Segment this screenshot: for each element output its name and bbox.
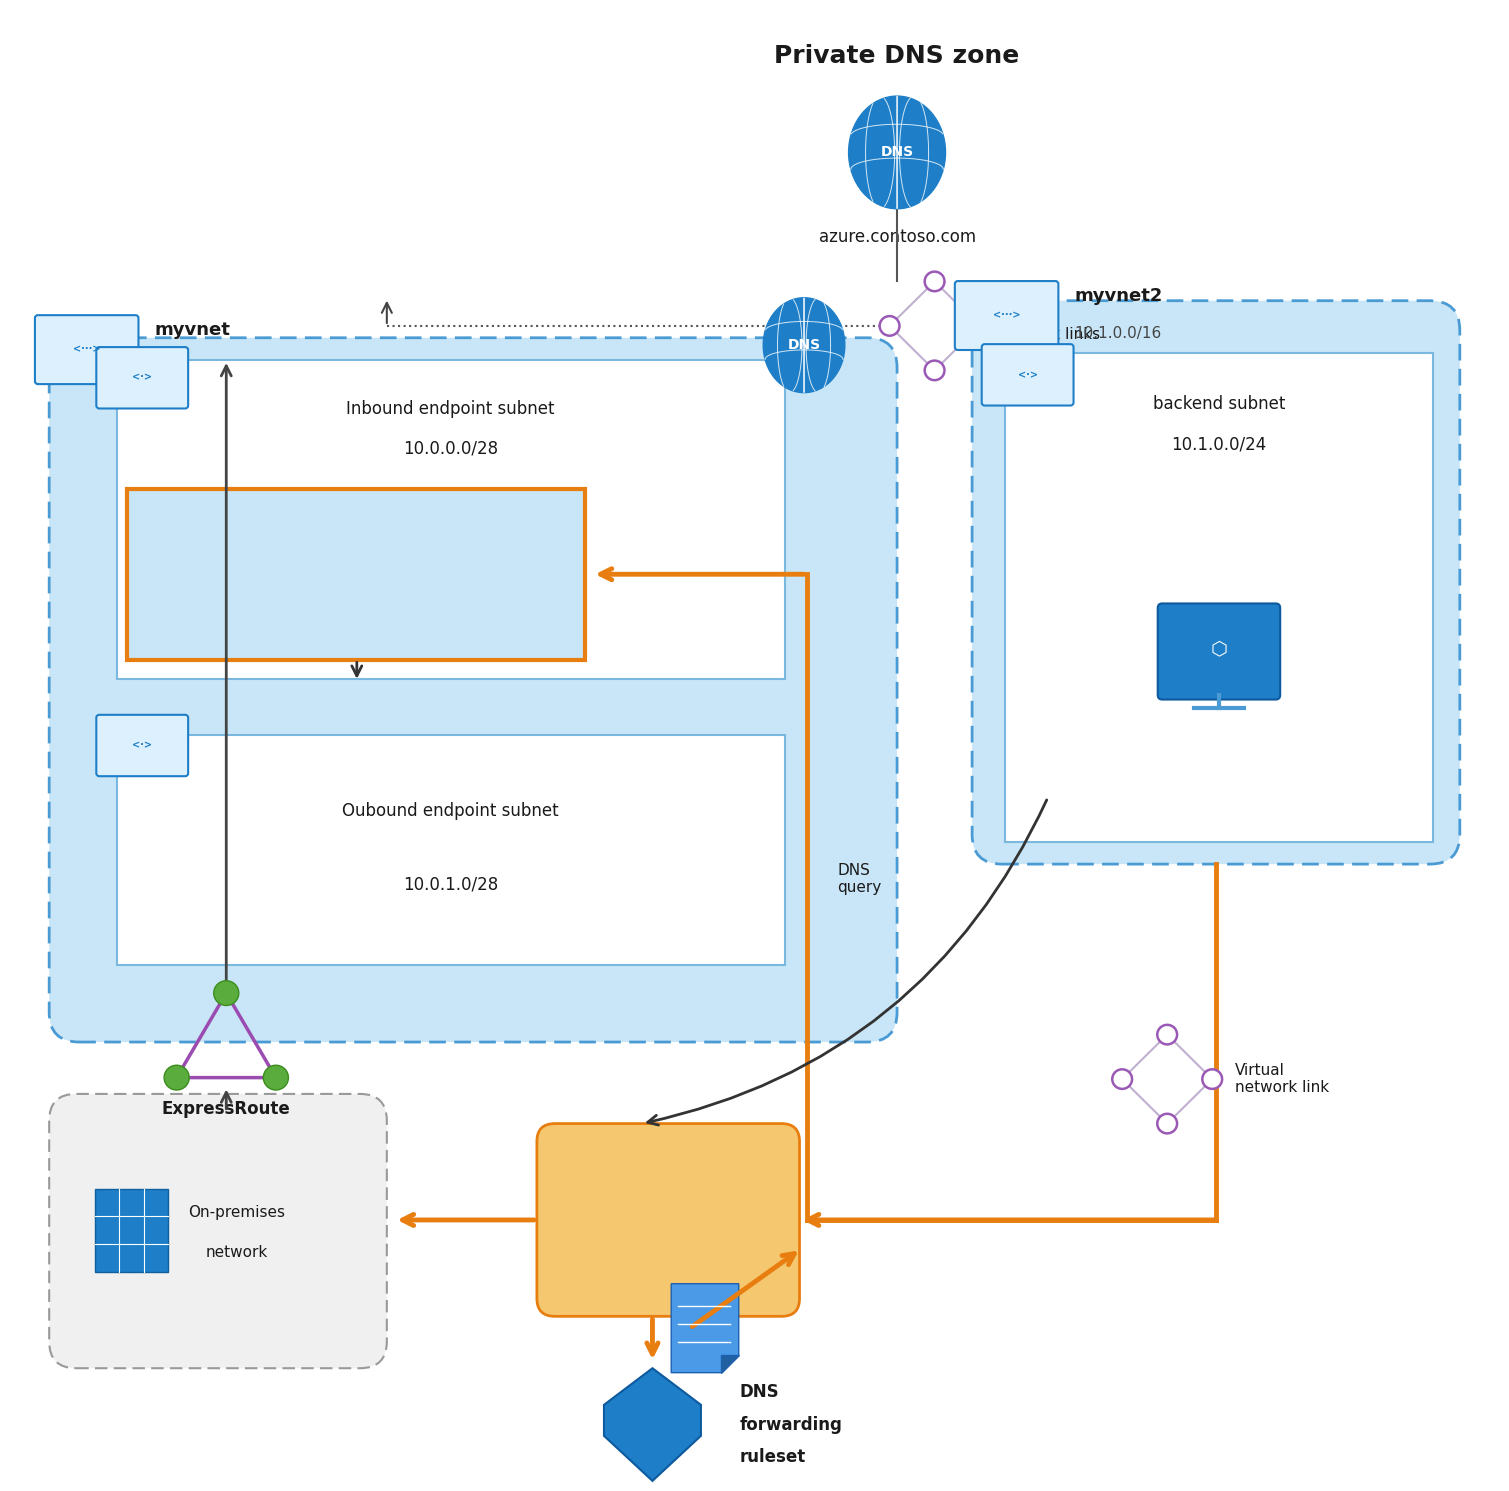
FancyBboxPatch shape (50, 338, 896, 1042)
Text: backend subnet: backend subnet (1153, 395, 1286, 413)
Circle shape (164, 1065, 189, 1090)
Text: Private DNS zone: Private DNS zone (774, 45, 1020, 69)
Text: <···>: <···> (72, 344, 101, 355)
Text: DNS
query: DNS query (837, 863, 881, 895)
Circle shape (1203, 1069, 1222, 1088)
Circle shape (1157, 1024, 1177, 1044)
Circle shape (880, 316, 899, 335)
Text: 10.1.0.0/24: 10.1.0.0/24 (1171, 435, 1266, 453)
Text: 10.0.1.0/28: 10.0.1.0/28 (403, 875, 498, 893)
FancyBboxPatch shape (97, 347, 189, 409)
Circle shape (925, 361, 945, 380)
Circle shape (925, 271, 945, 291)
Text: ruleset: ruleset (739, 1448, 806, 1466)
Text: ruleset: ruleset (641, 1242, 694, 1257)
Polygon shape (604, 1369, 700, 1481)
FancyBboxPatch shape (972, 301, 1459, 865)
Text: Inbound endpoint subnet: Inbound endpoint subnet (347, 400, 555, 417)
Text: 10.0.0.0/28: 10.0.0.0/28 (403, 440, 498, 458)
Circle shape (1112, 1069, 1132, 1088)
Text: ⬡: ⬡ (1210, 638, 1227, 658)
Bar (1005, 352, 1434, 842)
FancyBboxPatch shape (982, 344, 1073, 406)
Text: myvnet: myvnet (154, 322, 229, 340)
Circle shape (970, 316, 990, 335)
FancyBboxPatch shape (1157, 604, 1280, 699)
Text: DNS: DNS (788, 338, 821, 352)
Text: Virtual
network links: Virtual network links (997, 310, 1100, 341)
Circle shape (264, 1065, 288, 1090)
Bar (95, 1188, 169, 1272)
Ellipse shape (848, 95, 946, 209)
FancyBboxPatch shape (537, 1124, 800, 1317)
Text: forwarding: forwarding (739, 1415, 842, 1433)
Polygon shape (721, 1355, 739, 1373)
Text: Inbound endpoint VIP: Inbound endpoint VIP (255, 544, 457, 562)
Text: Resolve using: Resolve using (616, 1184, 721, 1199)
Text: On-premises: On-premises (189, 1205, 285, 1220)
Bar (127, 489, 585, 659)
Text: 10.1.0.0/16: 10.1.0.0/16 (1074, 327, 1162, 341)
Text: 10.0.0.0/16: 10.0.0.0/16 (154, 359, 241, 374)
Bar (116, 735, 785, 965)
FancyBboxPatch shape (50, 1094, 386, 1369)
Text: ExpressRoute: ExpressRoute (161, 1100, 291, 1118)
Text: Oubound endpoint subnet: Oubound endpoint subnet (343, 802, 558, 820)
Text: Virtual
network link: Virtual network link (1234, 1063, 1329, 1096)
Text: <·>: <·> (133, 741, 152, 750)
Circle shape (214, 981, 238, 1005)
Text: <···>: <···> (993, 310, 1020, 321)
FancyBboxPatch shape (97, 714, 189, 777)
Ellipse shape (764, 298, 845, 392)
Text: 10.0.0.4: 10.0.0.4 (321, 602, 391, 620)
Circle shape (1157, 1114, 1177, 1133)
FancyBboxPatch shape (955, 282, 1058, 350)
Text: DNS: DNS (739, 1384, 779, 1402)
Text: network: network (205, 1245, 269, 1260)
Text: <·>: <·> (1017, 370, 1038, 380)
Text: myvnet2: myvnet2 (1074, 288, 1162, 306)
Text: <·>: <·> (133, 373, 152, 383)
Polygon shape (672, 1284, 739, 1373)
Bar (116, 359, 785, 678)
Text: DNS: DNS (880, 146, 913, 160)
FancyBboxPatch shape (35, 315, 139, 385)
Text: azure.contoso.com: azure.contoso.com (818, 228, 976, 246)
